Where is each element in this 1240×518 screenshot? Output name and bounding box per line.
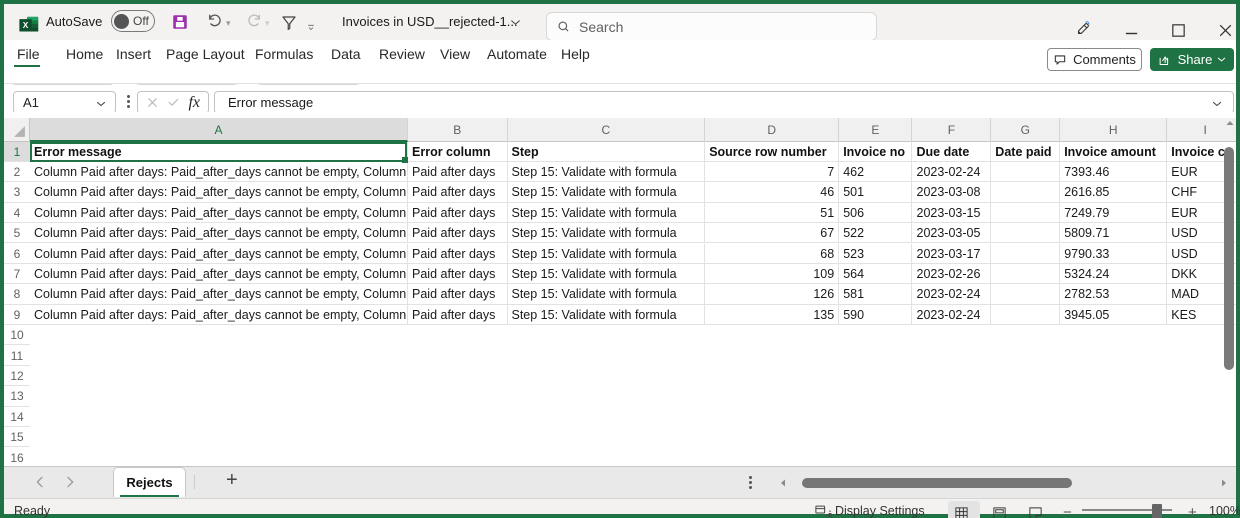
svg-text:X: X (23, 21, 29, 30)
